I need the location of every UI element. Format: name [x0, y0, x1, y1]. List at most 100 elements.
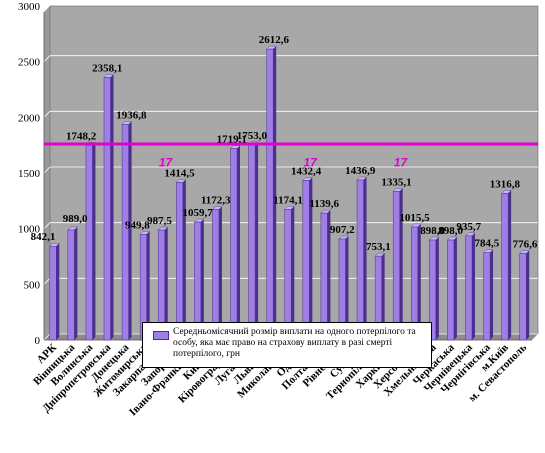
bar — [67, 229, 75, 341]
bar-side — [74, 226, 78, 340]
data-label: 1172,3 — [201, 194, 231, 206]
bar — [85, 145, 93, 341]
bar-group — [103, 74, 114, 341]
data-label: 2358,1 — [92, 62, 122, 74]
data-label: 1316,8 — [490, 178, 521, 190]
bar-group — [284, 206, 295, 341]
bar — [284, 209, 292, 341]
data-label: 1432,4 — [291, 166, 322, 178]
annotation-label: 17 — [159, 155, 174, 169]
bar-side — [490, 249, 494, 340]
bar-side — [381, 253, 385, 340]
bar-group — [446, 236, 458, 341]
bar-group — [211, 206, 223, 341]
bar-side — [110, 74, 114, 340]
bar-group — [193, 218, 205, 341]
data-label: 784,5 — [474, 238, 499, 250]
bar-side — [273, 46, 277, 341]
bar-side — [200, 219, 204, 340]
legend-swatch — [153, 331, 169, 340]
data-label: 1748,2 — [66, 130, 97, 142]
bar — [356, 179, 364, 341]
bar-side — [237, 145, 241, 340]
bar — [429, 239, 437, 341]
gridline-depth — [43, 222, 51, 229]
data-label: 1015,5 — [399, 212, 430, 224]
bar-group — [519, 250, 530, 341]
bar-side — [399, 188, 403, 340]
bar-group — [483, 249, 494, 341]
data-label: 753,1 — [366, 241, 391, 253]
bar-side — [56, 243, 60, 340]
data-label: 935,7 — [456, 221, 481, 233]
y-tick-label: 500 — [24, 279, 41, 291]
bar-side — [327, 210, 331, 340]
data-label: 949,8 — [125, 219, 150, 231]
data-label: 1414,5 — [164, 168, 195, 180]
bar-side — [182, 179, 186, 340]
data-label: 1335,1 — [381, 176, 411, 188]
bar-side — [435, 237, 439, 340]
bar-group — [67, 226, 78, 341]
bar — [447, 239, 455, 341]
y-tick-label: 2000 — [18, 112, 41, 124]
bar-group — [501, 190, 512, 341]
data-label: 1174,1 — [273, 194, 303, 206]
y-tick-label: 3000 — [18, 1, 41, 13]
gridline-depth — [43, 278, 51, 285]
bar-group — [465, 232, 476, 341]
bar — [483, 252, 491, 341]
bar-side — [453, 237, 457, 340]
bar-side — [363, 177, 367, 340]
bar-group — [374, 252, 386, 341]
legend-label: Середньомісячний розмір виплати на одног… — [173, 327, 416, 359]
bar-side — [345, 235, 349, 340]
bar-side — [526, 250, 530, 340]
gridline-depth — [43, 55, 51, 62]
data-label: 898,0 — [438, 225, 463, 237]
y-tick-label: 1000 — [18, 224, 41, 236]
bar-side — [471, 232, 475, 340]
side-wall — [44, 6, 50, 340]
bar-side — [309, 177, 313, 340]
gridline-depth — [43, 0, 51, 7]
data-label: 842,1 — [31, 231, 56, 243]
bar-group — [356, 176, 368, 341]
data-label: 1436,9 — [345, 165, 376, 177]
data-label: 1059,7 — [183, 207, 214, 219]
data-label: 987,5 — [147, 215, 172, 227]
bar-side — [218, 206, 222, 340]
bar — [465, 235, 473, 341]
bar-group — [230, 145, 241, 341]
annotation-label: 17 — [303, 155, 318, 169]
bar-group — [266, 45, 277, 341]
bar-side — [508, 190, 512, 340]
bar-group — [320, 209, 331, 341]
gridline-depth — [43, 166, 51, 174]
bar — [121, 124, 129, 341]
bar-group — [85, 142, 96, 341]
legend: Середньомісячний розмір виплати на одног… — [142, 322, 432, 368]
bar-group — [392, 188, 404, 341]
bar-side — [92, 142, 96, 340]
bar-side — [128, 121, 132, 340]
bar-side — [255, 141, 259, 340]
bar-group — [49, 243, 60, 341]
bar-group — [248, 141, 259, 341]
data-label: 989,0 — [63, 213, 88, 225]
data-label: 1139,6 — [309, 198, 339, 210]
data-label: 1753,0 — [237, 130, 268, 142]
bar-group — [121, 121, 133, 341]
bar — [320, 212, 328, 341]
gridline-depth — [43, 111, 51, 118]
data-label: 907,2 — [330, 224, 355, 236]
y-tick-label: 1500 — [18, 168, 41, 180]
data-label: 898,0 — [420, 225, 445, 237]
bar-side — [146, 231, 150, 340]
bar-side — [164, 227, 168, 340]
bar-group — [428, 236, 440, 341]
gridline-depth — [43, 333, 51, 341]
y-tick-label: 2500 — [18, 57, 41, 69]
data-label: 1936,8 — [116, 109, 147, 121]
